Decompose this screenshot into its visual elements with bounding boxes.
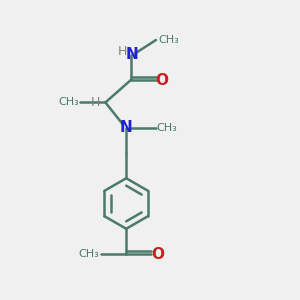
Text: O: O (151, 247, 164, 262)
Text: CH₃: CH₃ (78, 249, 99, 259)
Text: CH₃: CH₃ (158, 35, 179, 45)
Text: CH₃: CH₃ (58, 98, 79, 107)
Text: H: H (118, 45, 127, 58)
Text: H: H (90, 96, 100, 109)
Text: CH₃: CH₃ (156, 123, 177, 133)
Text: O: O (155, 73, 168, 88)
Text: N: N (126, 47, 139, 62)
Text: N: N (120, 120, 133, 135)
